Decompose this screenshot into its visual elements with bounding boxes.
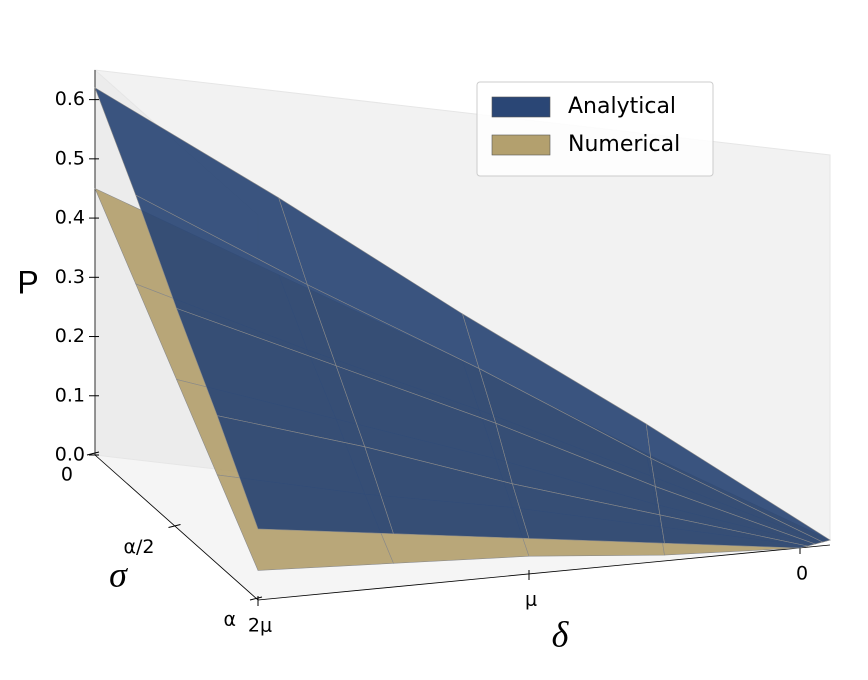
y-tick bbox=[168, 524, 181, 528]
surface bbox=[94, 87, 831, 549]
z-tick-label: 0.3 bbox=[55, 266, 85, 288]
x-tick-label: μ bbox=[525, 589, 537, 611]
y-tick bbox=[249, 596, 263, 601]
legend-label: Analytical bbox=[568, 94, 676, 119]
y-tick bbox=[86, 451, 100, 456]
y-tick-label: α/2 bbox=[123, 536, 154, 558]
y-tick-label: 0 bbox=[61, 464, 73, 486]
y-axis bbox=[94, 454, 259, 601]
y-tick-label: α bbox=[223, 609, 236, 631]
x-axis-label: δ bbox=[552, 614, 570, 654]
x-axis bbox=[257, 544, 831, 601]
legend-label: Numerical bbox=[568, 132, 680, 157]
z-tick-label: 0.0 bbox=[55, 444, 85, 466]
y-axis-label: σ bbox=[109, 554, 128, 594]
legend-swatch bbox=[491, 134, 551, 156]
z-tick-label: 0.6 bbox=[55, 88, 85, 110]
z-tick-label: 0.4 bbox=[55, 207, 85, 229]
legend-swatch bbox=[491, 96, 551, 118]
legend: Analytical Numerical bbox=[476, 81, 714, 177]
z-tick-label: 0.2 bbox=[55, 325, 85, 347]
z-axis-label: P bbox=[17, 264, 38, 300]
x-tick-label: 2μ bbox=[248, 615, 272, 637]
surface-patch bbox=[659, 514, 808, 549]
z-tick-label: 0.5 bbox=[55, 147, 85, 169]
z-tick-label: 0.1 bbox=[55, 384, 85, 406]
x-tick-label: 0 bbox=[796, 563, 808, 585]
